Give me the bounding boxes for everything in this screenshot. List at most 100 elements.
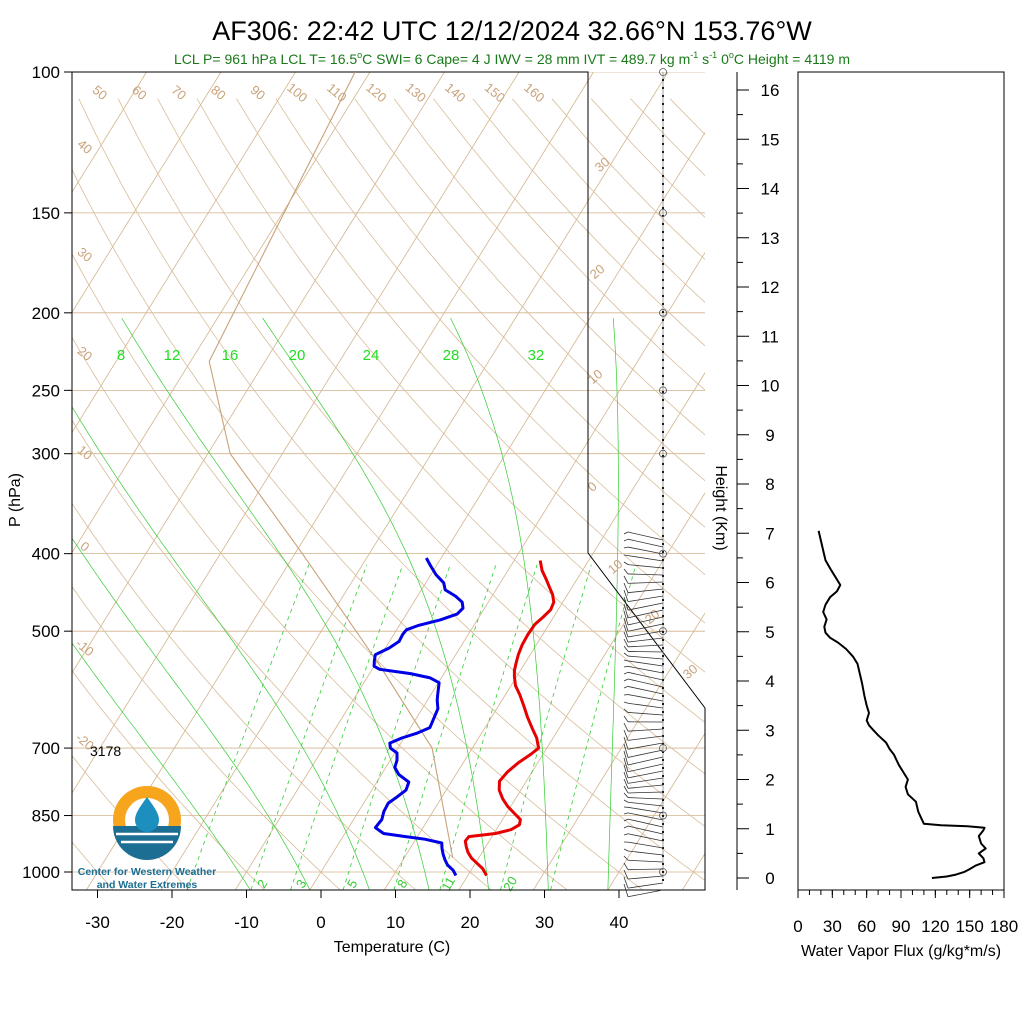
wind-barb-flag bbox=[624, 813, 628, 814]
barb-dot bbox=[662, 767, 664, 769]
barb-dot bbox=[662, 87, 664, 89]
wind-barb bbox=[628, 736, 663, 740]
barb-dot bbox=[662, 655, 664, 657]
barb-dot bbox=[662, 703, 664, 705]
x-tick-label: -30 bbox=[85, 913, 110, 932]
barb-dot bbox=[662, 111, 664, 113]
mixing-ratio-line bbox=[394, 565, 496, 890]
dry-adiabat-label: 40 bbox=[75, 136, 96, 157]
wind-barb bbox=[628, 851, 663, 855]
barb-dot bbox=[662, 367, 664, 369]
dry-adiabat bbox=[158, 99, 945, 890]
dry-adiabat bbox=[828, 99, 1024, 890]
dry-adiabat-label: 150 bbox=[482, 80, 508, 105]
dry-adiabat bbox=[552, 99, 1024, 890]
height-tick-label: 6 bbox=[765, 574, 774, 593]
wind-barb bbox=[628, 890, 663, 897]
barb-dot bbox=[662, 151, 664, 153]
dry-adiabat-label: 50 bbox=[90, 82, 111, 103]
barb-dot bbox=[662, 375, 664, 377]
logo-text-line1: Center for Western Weather bbox=[78, 866, 216, 878]
wind-barb-flag bbox=[624, 576, 628, 583]
height-tick-label: 16 bbox=[761, 81, 780, 100]
height-tick-label: 0 bbox=[765, 869, 774, 888]
barb-dot bbox=[662, 815, 664, 817]
dry-adiabat bbox=[0, 99, 416, 890]
barb-dot bbox=[662, 879, 664, 881]
isotherm-line bbox=[0, 72, 221, 890]
wind-barb-flag bbox=[624, 751, 628, 765]
wind-barb bbox=[628, 574, 663, 575]
flux-x-tick-label: 120 bbox=[921, 917, 949, 936]
barb-dot bbox=[662, 583, 664, 585]
wind-barb bbox=[628, 651, 663, 652]
barb-dot bbox=[662, 519, 664, 521]
wind-barb-flag bbox=[624, 793, 628, 798]
barb-dot bbox=[662, 407, 664, 409]
wind-barb bbox=[628, 624, 663, 631]
barb-dot bbox=[662, 383, 664, 385]
dry-adiabat bbox=[276, 99, 1024, 890]
moist-adiabat-label: 16 bbox=[222, 347, 239, 364]
barb-dot bbox=[662, 503, 664, 505]
mixing-ratio-line bbox=[251, 565, 367, 890]
barb-dot bbox=[662, 119, 664, 121]
barb-dot bbox=[662, 95, 664, 97]
wind-barb bbox=[628, 565, 663, 568]
height-tick-label: 14 bbox=[761, 180, 780, 199]
wind-barb-flag bbox=[624, 849, 628, 851]
barb-dot bbox=[662, 607, 664, 609]
dry-adiabat bbox=[788, 99, 1024, 890]
wind-barb bbox=[628, 686, 663, 694]
wind-barb bbox=[628, 695, 663, 701]
wind-barb bbox=[628, 672, 663, 680]
wind-barb bbox=[628, 778, 663, 783]
dry-adiabat-label: 10 bbox=[75, 442, 96, 463]
wind-barb-flag bbox=[624, 532, 628, 534]
isotherm-label: 10 bbox=[605, 556, 626, 577]
wind-barb bbox=[628, 539, 663, 547]
wind-barb-flag bbox=[624, 547, 628, 548]
flux-line bbox=[819, 531, 986, 878]
isotherm-line bbox=[12, 72, 519, 890]
mixing-ratio-line bbox=[291, 565, 403, 890]
wind-barb-flag bbox=[624, 679, 628, 681]
flux-x-tick-label: 90 bbox=[892, 917, 911, 936]
height-tick-label: 4 bbox=[765, 672, 774, 691]
moist-adiabat-label: 8 bbox=[117, 347, 125, 364]
wind-barb-flag bbox=[624, 772, 628, 783]
barb-dot bbox=[662, 487, 664, 489]
wind-barb bbox=[628, 582, 663, 583]
height-tick-label: 3 bbox=[765, 721, 774, 740]
barb-dot bbox=[662, 287, 664, 289]
barb-dot bbox=[662, 231, 664, 233]
barb-dot bbox=[662, 647, 664, 649]
x-axis-label: Temperature (C) bbox=[334, 939, 450, 956]
dry-adiabat-label: 130 bbox=[403, 80, 429, 105]
wind-barb bbox=[628, 750, 663, 757]
wind-barb bbox=[628, 771, 663, 778]
dry-adiabat-label: 160 bbox=[521, 80, 547, 105]
flux-x-tick-label: 150 bbox=[955, 917, 983, 936]
barb-dot bbox=[662, 183, 664, 185]
isotherm-line bbox=[0, 72, 370, 890]
dry-adiabat bbox=[394, 99, 1024, 890]
barb-dot bbox=[662, 639, 664, 641]
wind-barb bbox=[628, 712, 663, 715]
moist-adiabat bbox=[44, 358, 369, 890]
dry-adiabat-label: 110 bbox=[324, 80, 350, 105]
isotherm-line bbox=[86, 72, 593, 890]
wind-barb bbox=[628, 792, 663, 793]
wind-barb-flag bbox=[624, 604, 628, 618]
wind-barb bbox=[628, 785, 663, 788]
y-tick-label: 400 bbox=[32, 545, 60, 564]
barb-dot bbox=[662, 343, 664, 345]
x-tick-label: 0 bbox=[316, 913, 325, 932]
height-axis-label: Height (Km) bbox=[712, 465, 729, 550]
mixing-ratio-label: 5 bbox=[344, 877, 361, 891]
y-tick-label: 850 bbox=[32, 807, 60, 826]
wind-barb bbox=[628, 869, 663, 870]
isotherm-label: 30 bbox=[592, 154, 613, 175]
barb-dot bbox=[662, 199, 664, 201]
dry-adiabat-label: 30 bbox=[75, 244, 96, 265]
